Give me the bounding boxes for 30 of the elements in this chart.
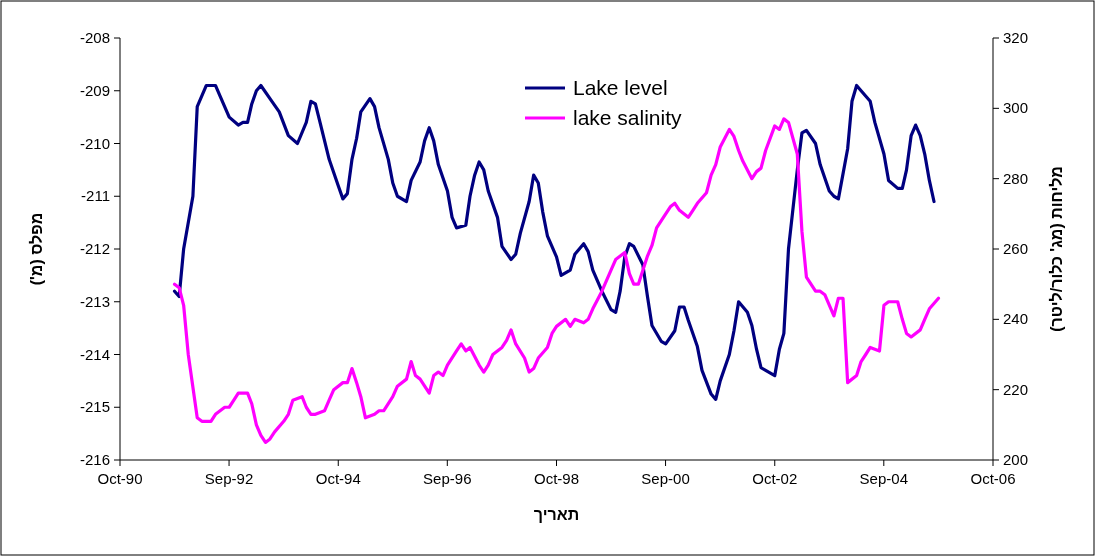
y-tick-label: -209 bbox=[79, 81, 110, 99]
x-tick-label: Sep-00 bbox=[641, 470, 690, 487]
x-tick-label: Oct-94 bbox=[315, 470, 361, 487]
x-tick-label: Sep-92 bbox=[204, 470, 254, 487]
x-tick-label: Oct-98 bbox=[533, 470, 580, 487]
x-tick-label: Oct-06 bbox=[970, 470, 1016, 487]
y-tick-label: -214 bbox=[79, 345, 110, 363]
x-axis-title: תאריך bbox=[533, 506, 580, 523]
y2-tick-label: 200 bbox=[1003, 451, 1029, 468]
y2-tick-label: 280 bbox=[1003, 169, 1029, 187]
y-tick-label: -210 bbox=[79, 134, 110, 152]
y2-tick-label: 240 bbox=[1003, 310, 1029, 328]
y2-tick-label: 220 bbox=[1003, 380, 1029, 398]
y2-tick-label: 300 bbox=[1003, 99, 1029, 117]
y-tick-label: -208 bbox=[79, 29, 110, 46]
y2-tick-label: 260 bbox=[1003, 240, 1029, 257]
y2-axis-title: מליחות (מג' כלור/ליטר) bbox=[1048, 166, 1065, 332]
y2-tick-label: 320 bbox=[1003, 29, 1029, 46]
x-tick-label: Sep-96 bbox=[423, 470, 472, 487]
y-tick-label: -213 bbox=[79, 292, 110, 310]
y-tick-label: -215 bbox=[79, 398, 110, 416]
y-tick-label: -212 bbox=[79, 240, 110, 257]
x-tick-label: Oct-02 bbox=[752, 470, 798, 487]
x-tick-label: Oct-90 bbox=[97, 470, 143, 487]
legend-label: lake salinity bbox=[573, 106, 683, 129]
y-tick-label: -216 bbox=[79, 451, 110, 468]
y-axis-title: מפלס (מ') bbox=[28, 212, 45, 286]
y-tick-label: -211 bbox=[81, 187, 110, 205]
x-tick-label: Sep-04 bbox=[859, 470, 908, 487]
legend-label: Lake level bbox=[573, 76, 668, 99]
